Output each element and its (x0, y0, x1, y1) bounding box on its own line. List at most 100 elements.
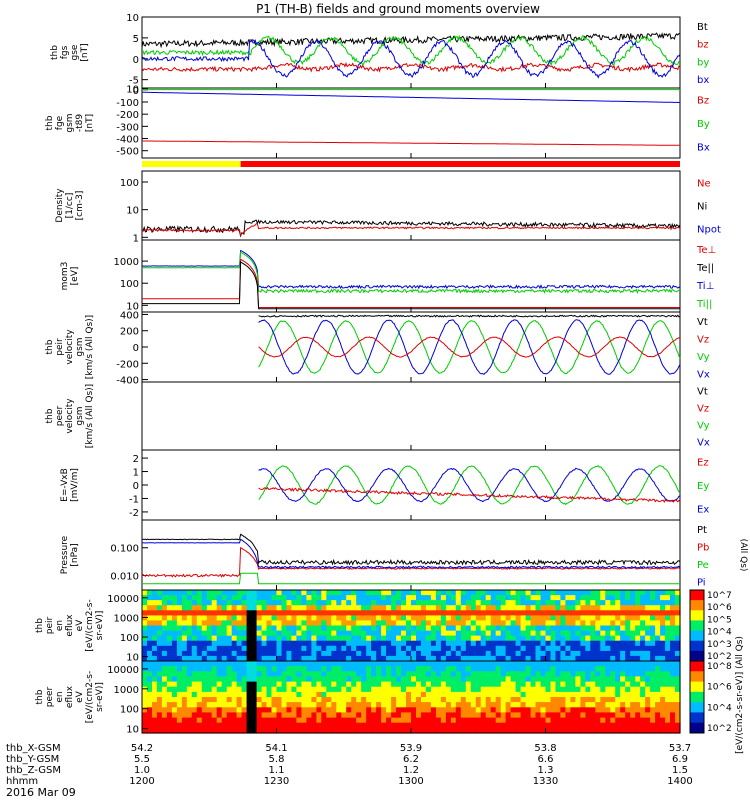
heatmap-cell (450, 671, 457, 677)
heatmap-cell (520, 645, 527, 652)
heatmap-cell (545, 645, 552, 652)
heatmap-cell (500, 640, 507, 647)
heatmap-cell (152, 697, 158, 703)
heatmap-cell (520, 590, 527, 596)
heatmap-cell (675, 620, 681, 627)
y-axis-label: peer (55, 405, 65, 426)
heatmap-cell (655, 707, 661, 713)
heatmap-cell (565, 625, 571, 632)
heatmap-cell (580, 661, 586, 667)
heatmap-cell (510, 681, 517, 688)
heatmap-cell (530, 625, 537, 632)
heatmap-cell (261, 707, 268, 713)
heatmap-cell (455, 645, 462, 652)
heatmap-cell (196, 635, 203, 642)
heatmap-cell (351, 727, 357, 734)
heatmap-cell (510, 697, 517, 703)
heatmap-cell (201, 702, 208, 708)
heatmap-cell (610, 655, 616, 662)
heatmap-cell (351, 630, 357, 637)
heatmap-cell (620, 600, 626, 606)
heatmap-cell (665, 630, 671, 637)
heatmap-cell (565, 605, 571, 611)
y-axis-label: gsm (75, 406, 85, 425)
heatmap-cell (216, 676, 223, 683)
heatmap-cell (455, 691, 462, 698)
heatmap-cell (246, 681, 253, 688)
heatmap-cell (585, 610, 591, 616)
heatmap-cell (465, 676, 472, 683)
heatmap-cell (505, 635, 512, 642)
heatmap-cell (241, 630, 248, 637)
heatmap-cell (341, 717, 347, 724)
heatmap-cell (505, 681, 512, 688)
heatmap-cell (650, 590, 656, 596)
heatmap-cell (585, 605, 591, 611)
heatmap-cell (675, 635, 681, 642)
heatmap-cell (366, 717, 372, 724)
heatmap-cell (630, 650, 636, 657)
heatmap-cell (211, 676, 218, 683)
heatmap-cell (271, 712, 278, 719)
heatmap-cell (580, 686, 586, 693)
heatmap-cell (460, 707, 467, 713)
heatmap-cell (615, 650, 621, 657)
heatmap-cell (550, 702, 557, 708)
heatmap-cell (445, 707, 452, 713)
heatmap-cell (286, 625, 293, 632)
heatmap-cell (176, 661, 183, 667)
heatmap-cell (450, 666, 457, 672)
heatmap-cell (406, 712, 412, 719)
heatmap-cell (520, 691, 527, 698)
heatmap-cell (296, 645, 302, 652)
heatmap-cell (286, 640, 293, 647)
heatmap-cell (361, 605, 367, 611)
heatmap-cell (271, 707, 278, 713)
heatmap-cell (206, 707, 213, 713)
heatmap-cell (396, 635, 402, 642)
heatmap-cell (171, 697, 178, 703)
heatmap-cell (450, 625, 457, 632)
heatmap-cell (416, 686, 422, 693)
heatmap-cell (176, 620, 183, 627)
legend-vz: Vz (697, 334, 709, 345)
heatmap-cell (152, 681, 158, 688)
heatmap-cell (391, 691, 397, 698)
heatmap-cell (191, 707, 198, 713)
heatmap-cell (166, 590, 173, 596)
heatmap-cell (391, 681, 397, 688)
heatmap-cell (211, 620, 218, 627)
heatmap-cell (311, 697, 317, 703)
heatmap-cell (670, 625, 676, 632)
heatmap-cell (296, 686, 302, 693)
heatmap-cell (630, 645, 636, 652)
heatmap-cell (341, 722, 347, 729)
heatmap-cell (241, 712, 248, 719)
heatmap-cell (406, 661, 412, 667)
heatmap-cell (585, 655, 591, 662)
heatmap-cell (381, 697, 387, 703)
heatmap-cell (530, 691, 537, 698)
heatmap-cell (191, 671, 198, 677)
heatmap-cell (655, 610, 661, 616)
heatmap-cell (585, 635, 591, 642)
heatmap-cell (485, 590, 492, 596)
heatmap-cell (161, 640, 168, 647)
heatmap-cell (246, 666, 253, 672)
y-tick-label: -400 (116, 135, 139, 146)
heatmap-cell (470, 590, 477, 596)
heatmap-cell (665, 671, 671, 677)
heatmap-cell (605, 691, 611, 698)
heatmap-cell (211, 661, 218, 667)
heatmap-cell (655, 605, 661, 611)
heatmap-cell (670, 697, 676, 703)
heatmap-cell (271, 595, 278, 601)
heatmap-cell (575, 655, 581, 662)
heatmap-cell (450, 691, 457, 698)
heatmap-cell (246, 671, 253, 677)
heatmap-cell (166, 697, 173, 703)
heatmap-cell (147, 640, 153, 647)
heatmap-cell (505, 625, 512, 632)
heatmap-cell (401, 671, 407, 677)
